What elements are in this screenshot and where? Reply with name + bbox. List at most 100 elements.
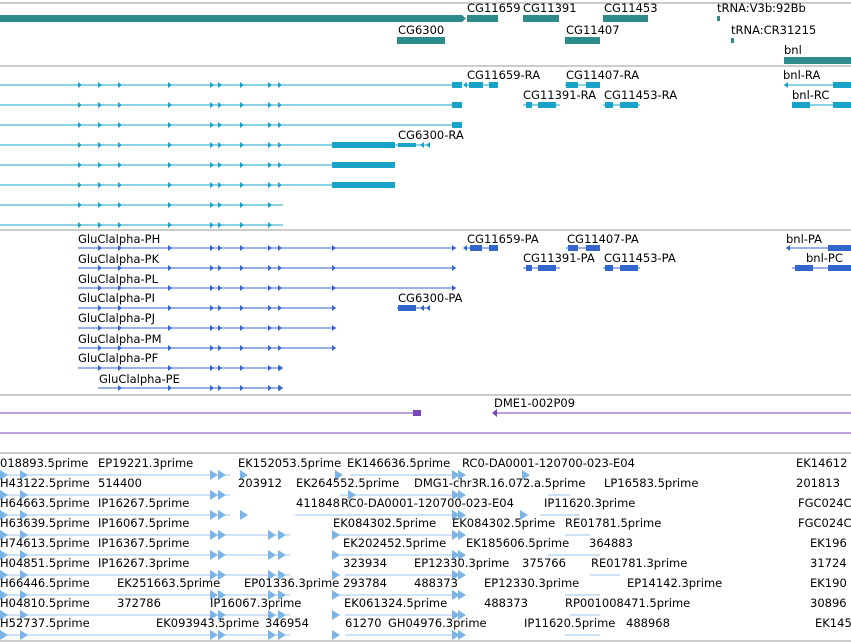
est-block[interactable] bbox=[458, 590, 466, 600]
gene-tRNA-V3b-block[interactable] bbox=[717, 16, 720, 21]
est-block[interactable] bbox=[218, 550, 226, 560]
est-block[interactable] bbox=[452, 590, 460, 600]
est-block[interactable] bbox=[20, 470, 28, 480]
est-block[interactable] bbox=[458, 490, 466, 500]
est-block[interactable] bbox=[20, 530, 28, 540]
est-block[interactable] bbox=[268, 550, 276, 560]
feature-block[interactable] bbox=[489, 82, 498, 88]
transcript-CG11391-RA-label[interactable]: CG11391-RA bbox=[523, 88, 596, 102]
est-block[interactable] bbox=[278, 550, 286, 560]
est-block[interactable] bbox=[240, 510, 248, 520]
est-label[interactable]: IP11620.3prime bbox=[544, 496, 635, 510]
est-block[interactable] bbox=[452, 530, 460, 540]
est-label[interactable]: 31724 bbox=[810, 556, 847, 570]
est-block[interactable] bbox=[278, 610, 286, 620]
feature-block[interactable] bbox=[833, 102, 851, 108]
est-block[interactable] bbox=[458, 570, 466, 580]
transcript-exon-block[interactable] bbox=[452, 102, 462, 108]
transcript-CG11659-RA-label[interactable]: CG11659-RA bbox=[467, 68, 540, 82]
transcript-CG11407-RA-label[interactable]: CG11407-RA bbox=[566, 68, 639, 82]
est-block[interactable] bbox=[458, 550, 466, 560]
est-block[interactable] bbox=[458, 510, 466, 520]
est-label[interactable]: H04810.5prime bbox=[0, 596, 90, 610]
est-block[interactable] bbox=[210, 470, 218, 480]
est-block[interactable] bbox=[218, 470, 226, 480]
clone-DME1-002P09-label[interactable]: DME1-002P09 bbox=[494, 396, 575, 410]
est-block[interactable] bbox=[20, 610, 28, 620]
gene-tRNA-V3b-92Bb-label[interactable]: tRNA:V3b:92Bb bbox=[717, 1, 806, 15]
gene-CG6300-label[interactable]: CG6300 bbox=[398, 23, 444, 37]
est-label[interactable]: 372786 bbox=[117, 596, 161, 610]
est-block[interactable] bbox=[20, 630, 28, 640]
est-block[interactable] bbox=[332, 610, 340, 620]
est-label[interactable]: EK061324.5prime bbox=[344, 596, 447, 610]
est-block[interactable] bbox=[332, 530, 340, 540]
est-block[interactable] bbox=[218, 610, 226, 620]
gene-tRNA-CR31215-label[interactable]: tRNA:CR31215 bbox=[731, 23, 816, 37]
est-block[interactable] bbox=[458, 530, 466, 540]
est-block[interactable] bbox=[452, 570, 460, 580]
est-label[interactable]: 364883 bbox=[589, 536, 633, 550]
est-label[interactable]: 201813 bbox=[796, 476, 840, 490]
est-label[interactable]: EK146636.5prime bbox=[347, 456, 450, 470]
est-label[interactable]: RC0-DA0001-120700-023-E04 bbox=[462, 456, 635, 470]
est-label[interactable]: IP16067.5prime bbox=[98, 516, 189, 530]
est-label[interactable]: EK264552.5prime bbox=[296, 476, 399, 490]
est-label[interactable]: IP11620.5prime bbox=[524, 616, 615, 630]
est-label[interactable]: EP12330.3prime bbox=[484, 576, 579, 590]
est-label[interactable]: IP16067.3prime bbox=[210, 596, 301, 610]
feature-block[interactable] bbox=[538, 265, 556, 271]
est-block[interactable] bbox=[0, 610, 8, 620]
feature-block[interactable] bbox=[568, 245, 578, 251]
gene-CG11659-label[interactable]: CG11659 bbox=[467, 1, 521, 15]
est-block[interactable] bbox=[458, 630, 466, 640]
est-label[interactable]: 293784 bbox=[343, 576, 387, 590]
transcript-exon-block[interactable] bbox=[452, 122, 462, 128]
feature-block[interactable] bbox=[828, 245, 851, 251]
est-block[interactable] bbox=[218, 590, 226, 600]
est-block[interactable] bbox=[210, 550, 218, 560]
est-block[interactable] bbox=[0, 550, 8, 560]
est-label[interactable]: EK185606.5prime bbox=[466, 536, 569, 550]
gene-CG11659-block[interactable] bbox=[467, 15, 498, 22]
feature-block[interactable] bbox=[526, 265, 532, 271]
est-label[interactable]: H74613.5prime bbox=[0, 536, 90, 550]
est-label[interactable]: H64663.5prime bbox=[0, 496, 90, 510]
est-label[interactable]: H04851.5prime bbox=[0, 556, 90, 570]
feature-block[interactable] bbox=[795, 265, 813, 271]
est-block[interactable] bbox=[522, 470, 530, 480]
est-label[interactable]: EK14612 bbox=[796, 456, 847, 470]
protein-bnl-PA-label[interactable]: bnl-PA bbox=[786, 232, 822, 246]
protein-CG11391-PA-label[interactable]: CG11391-PA bbox=[523, 251, 595, 265]
est-label[interactable]: FGC024C bbox=[798, 496, 851, 510]
est-block[interactable] bbox=[268, 530, 276, 540]
est-label[interactable]: 514400 bbox=[98, 476, 142, 490]
est-block[interactable] bbox=[218, 490, 226, 500]
est-label[interactable]: EP12330.3prime bbox=[414, 556, 509, 570]
gene-CG11391-label[interactable]: CG11391 bbox=[523, 1, 577, 15]
est-block[interactable] bbox=[348, 490, 356, 500]
est-block[interactable] bbox=[0, 630, 8, 640]
est-label[interactable]: 018893.5prime bbox=[0, 456, 88, 470]
est-block[interactable] bbox=[268, 630, 276, 640]
est-block[interactable] bbox=[458, 610, 466, 620]
est-block[interactable] bbox=[218, 530, 226, 540]
transcript-bnl-RA-label[interactable]: bnl-RA bbox=[783, 68, 820, 82]
gene-CG11407-block[interactable] bbox=[565, 37, 600, 44]
est-block[interactable] bbox=[278, 630, 286, 640]
est-block[interactable] bbox=[278, 570, 286, 580]
feature-block[interactable] bbox=[620, 265, 638, 271]
est-label[interactable]: LP16583.5prime bbox=[604, 476, 698, 490]
est-label[interactable]: IP16367.5prime bbox=[98, 536, 189, 550]
protein-GluClalpha-PE-label[interactable]: GluClalpha-PE bbox=[99, 372, 180, 386]
est-label[interactable]: RE01781.3prime bbox=[591, 556, 687, 570]
protein-GluClalpha-PI-label[interactable]: GluClalpha-PI bbox=[78, 291, 155, 305]
est-block[interactable] bbox=[0, 590, 8, 600]
est-block[interactable] bbox=[332, 630, 340, 640]
feature-block[interactable] bbox=[586, 82, 600, 88]
est-label[interactable]: 30896 bbox=[810, 596, 847, 610]
est-label[interactable]: 488373 bbox=[414, 576, 458, 590]
est-block[interactable] bbox=[210, 630, 218, 640]
protein-GluClalpha-PF-label[interactable]: GluClalpha-PF bbox=[78, 351, 158, 365]
transcript-CG6300-exon[interactable] bbox=[398, 143, 416, 147]
